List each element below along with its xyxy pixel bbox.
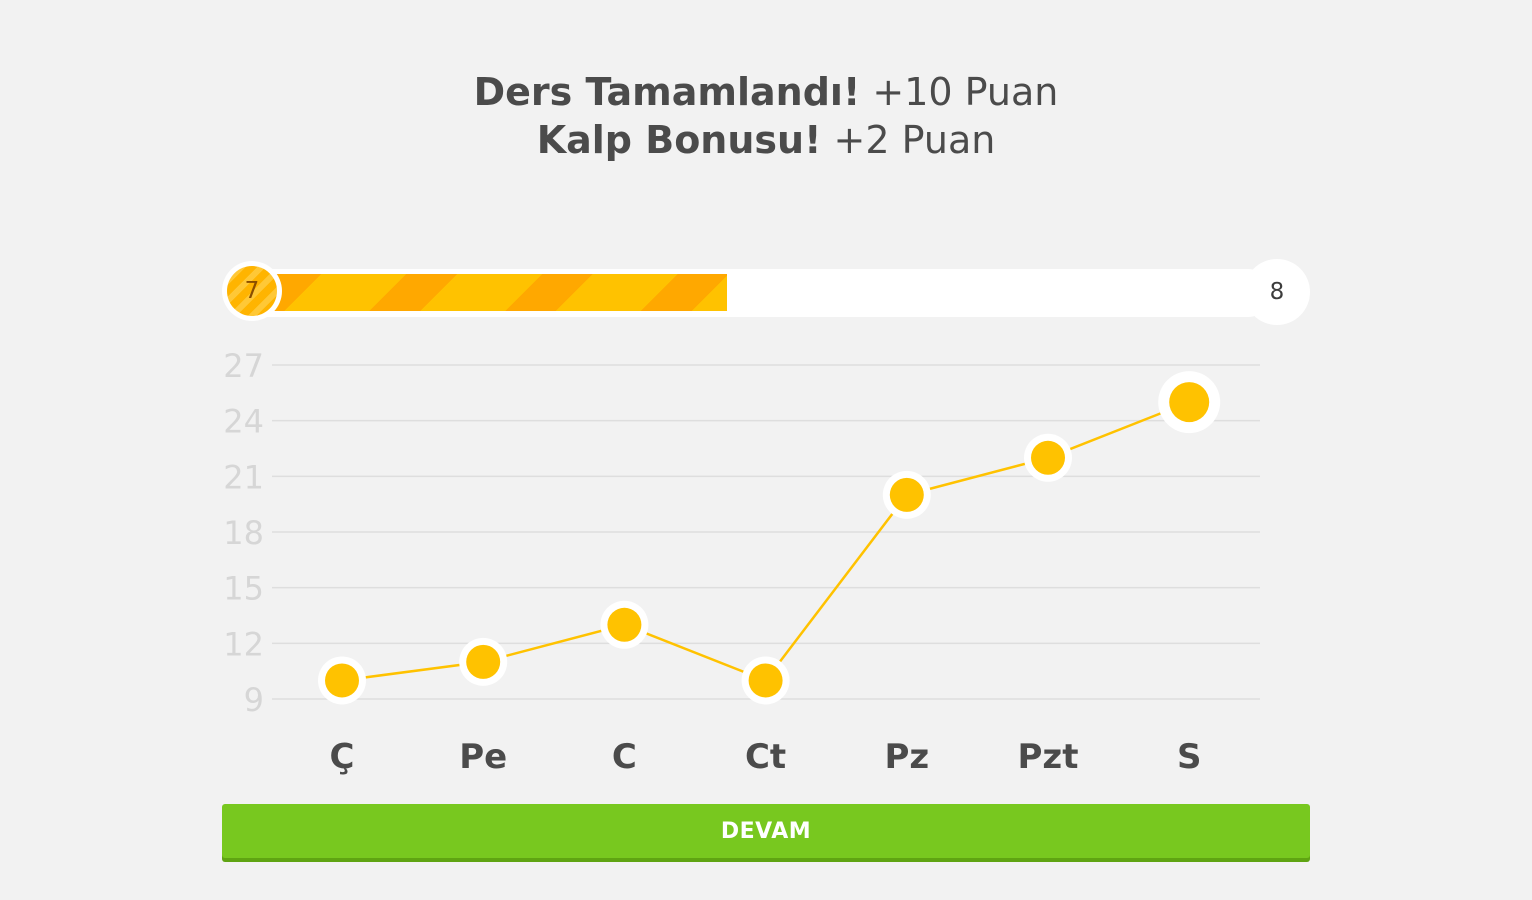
y-tick-label: 21 bbox=[223, 458, 264, 496]
y-tick-label: 27 bbox=[223, 347, 264, 385]
x-category-label: Pe bbox=[459, 737, 507, 777]
lesson-complete-headline: Ders Tamamlandı! +10 Puan bbox=[0, 68, 1532, 116]
x-category-label: S bbox=[1177, 737, 1202, 777]
lesson-complete-label: Ders Tamamlandı! bbox=[473, 70, 861, 114]
x-category-label: Pz bbox=[884, 737, 929, 777]
x-category-label: Ct bbox=[745, 737, 786, 777]
data-point-today bbox=[1158, 371, 1221, 434]
current-level-number: 7 bbox=[227, 266, 277, 316]
data-point bbox=[1024, 433, 1072, 482]
next-level-badge: 8 bbox=[1244, 259, 1310, 325]
level-progress-fill bbox=[262, 274, 727, 311]
chart-x-ticks: Ç Pe C Ct Pz Pzt S bbox=[330, 737, 1202, 777]
y-tick-label: 12 bbox=[223, 625, 264, 663]
x-category-label: Pzt bbox=[1018, 737, 1079, 777]
chart-y-ticks: 9 12 15 18 21 24 27 bbox=[223, 347, 264, 719]
continue-button[interactable]: DEVAM bbox=[222, 804, 1310, 858]
data-point bbox=[459, 637, 508, 686]
x-category-label: Ç bbox=[330, 737, 355, 777]
heart-bonus-points-label: +2 Puan bbox=[833, 118, 996, 162]
data-point bbox=[882, 470, 931, 519]
heart-bonus-headline: Kalp Bonusu! +2 Puan bbox=[0, 116, 1532, 164]
weekly-xp-chart: 9 12 15 18 21 24 27 Ç Pe C Ct Pz Pzt S bbox=[223, 347, 1260, 777]
data-point bbox=[741, 656, 790, 705]
chart-grid bbox=[272, 364, 1260, 700]
chart-points bbox=[318, 371, 1221, 705]
y-tick-label: 15 bbox=[223, 570, 264, 608]
y-tick-label: 9 bbox=[244, 681, 264, 719]
data-point bbox=[318, 656, 366, 705]
x-category-label: C bbox=[612, 737, 637, 777]
y-tick-label: 18 bbox=[223, 514, 264, 552]
data-point bbox=[600, 600, 649, 649]
y-tick-label: 24 bbox=[223, 403, 264, 441]
lesson-points-label: +10 Puan bbox=[872, 70, 1059, 114]
heart-bonus-label: Kalp Bonusu! bbox=[536, 118, 822, 162]
current-level-badge: 7 bbox=[222, 261, 282, 321]
